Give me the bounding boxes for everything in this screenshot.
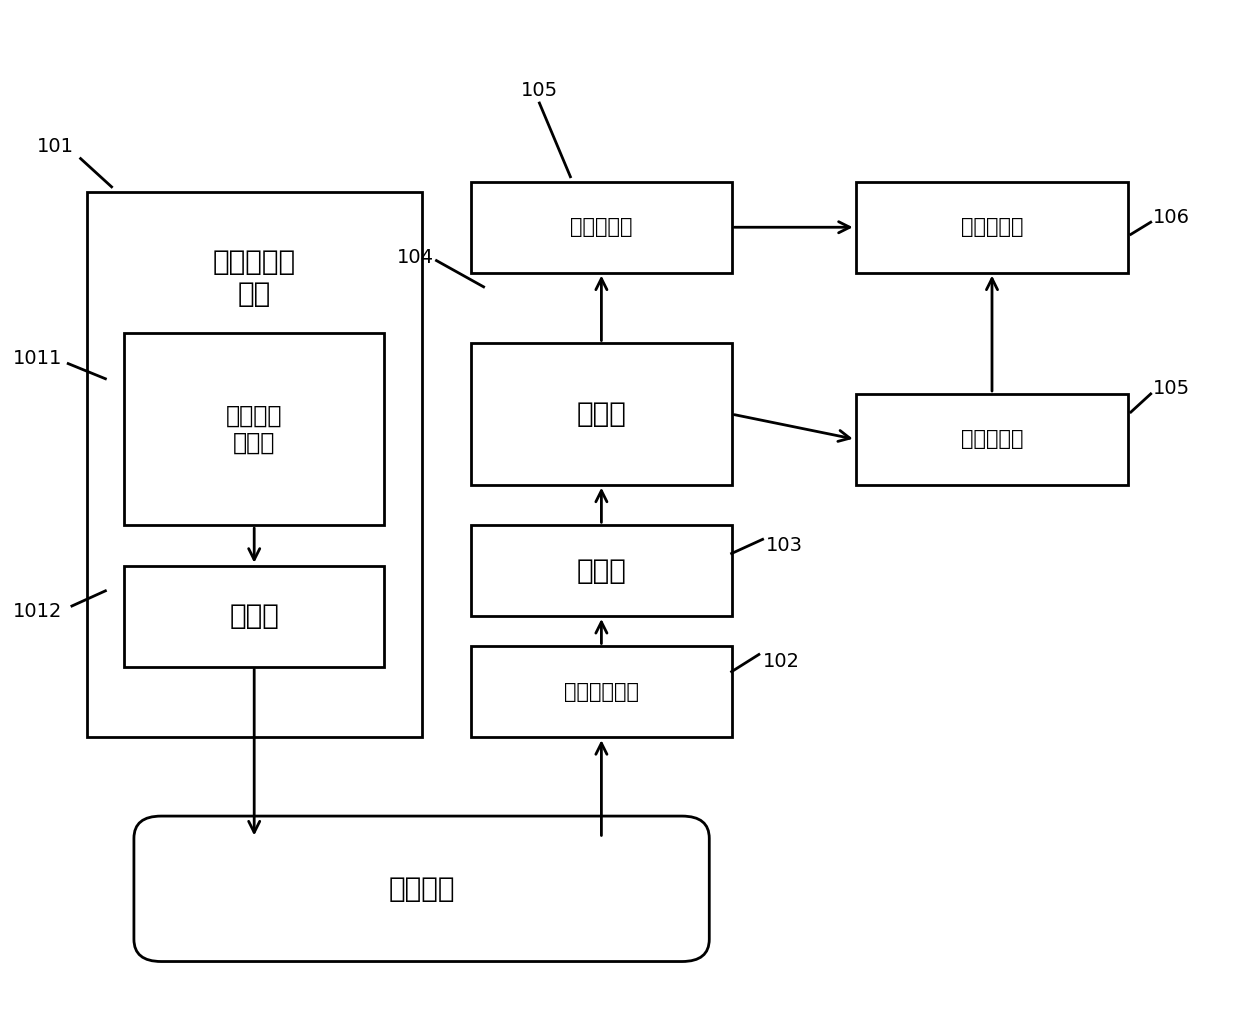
Bar [87, 192, 422, 737]
Bar [471, 343, 732, 485]
Text: 105: 105 [1153, 380, 1190, 398]
Text: 双波长激光
系统: 双波长激光 系统 [212, 247, 296, 308]
Text: 信号处理器: 信号处理器 [961, 217, 1023, 237]
Bar [471, 182, 732, 273]
Text: 成像接收器: 成像接收器 [961, 429, 1023, 449]
Text: 102: 102 [763, 652, 800, 671]
Text: 101: 101 [37, 137, 74, 156]
FancyBboxPatch shape [134, 816, 709, 962]
Text: 1012: 1012 [12, 602, 62, 620]
Bar [856, 394, 1128, 485]
Bar [124, 333, 384, 525]
Bar [124, 566, 384, 667]
Text: 分光镜: 分光镜 [577, 400, 626, 428]
Text: 检偏器: 检偏器 [577, 557, 626, 585]
Text: 双波长激
光光源: 双波长激 光光源 [226, 403, 283, 456]
Text: 1011: 1011 [12, 349, 62, 368]
Text: 105: 105 [521, 82, 558, 100]
Bar [471, 646, 732, 737]
Text: 光学成像探头: 光学成像探头 [564, 682, 639, 702]
Bar [471, 525, 732, 616]
Text: 106: 106 [1153, 208, 1190, 226]
Text: 104: 104 [397, 248, 434, 267]
Bar [856, 182, 1128, 273]
Text: 103: 103 [766, 536, 804, 554]
Text: 起偏器: 起偏器 [229, 602, 279, 630]
Text: 被测组织: 被测组织 [388, 875, 455, 903]
Text: 成像接收器: 成像接收器 [570, 217, 632, 237]
